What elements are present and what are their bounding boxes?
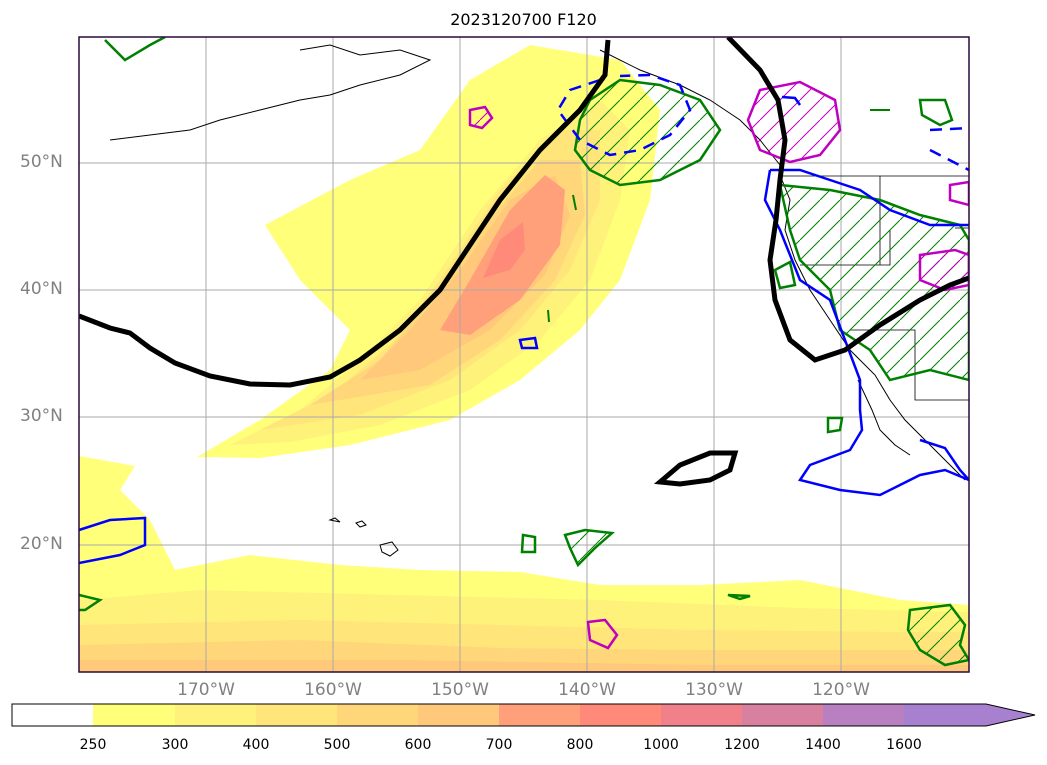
colorbar-tick: 500 [323,737,351,753]
lon-label: 150°W [431,680,489,700]
colorbar-tick: 800 [566,737,594,753]
lon-label: 130°W [685,680,743,700]
colorbar-tick: 300 [161,737,189,753]
colorbar [11,703,1036,727]
colorbar-tick: 1600 [886,737,922,753]
lat-label: 50°N [20,152,63,172]
magenta-contours [468,80,969,650]
colorbar-tick: 1200 [724,737,760,753]
green-contours [79,37,969,667]
lat-label: 40°N [20,279,63,299]
thick-black-contour [79,37,969,487]
map-frame [78,36,970,673]
gridlines [79,37,969,672]
blue-contours [79,73,969,565]
lat-label: 20°N [20,534,63,554]
colorbar-tick: 400 [242,737,270,753]
lon-label: 120°W [812,680,870,700]
colorbar-tick: 1000 [643,737,679,753]
colorbar-tick: 1400 [805,737,841,753]
lon-label: 170°W [177,680,235,700]
lat-label: 30°N [20,406,63,426]
colorbar-tick: 600 [404,737,432,753]
map-title: 2023120700 F120 [450,10,597,29]
tropical-moisture-band [79,456,969,672]
lon-label: 140°W [558,680,616,700]
colorbar-tick: 700 [485,737,513,753]
colorbar-tick: 250 [79,737,107,753]
lon-label: 160°W [304,680,362,700]
